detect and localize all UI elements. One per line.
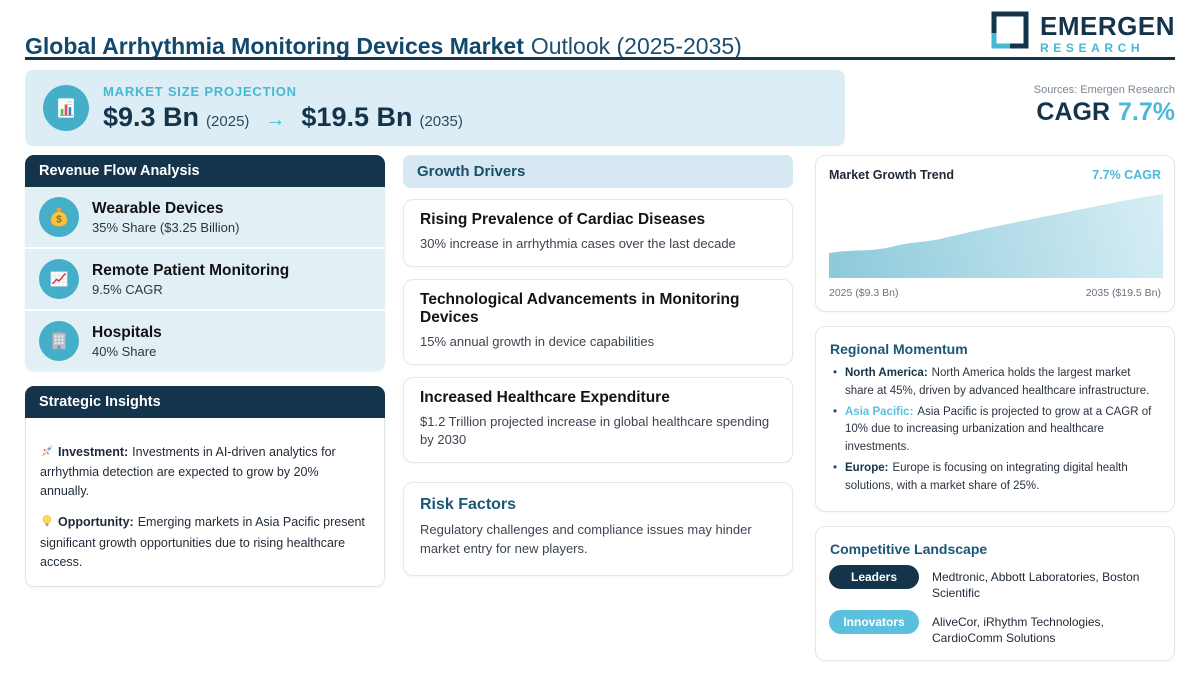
flow-item-title: Hospitals bbox=[92, 323, 162, 341]
flow-copy: Wearable Devices 35% Share ($3.25 Billio… bbox=[92, 200, 239, 235]
revenue-flow-header: Revenue Flow Analysis bbox=[25, 155, 385, 187]
page-title-regular: Outlook (2025-2035) bbox=[530, 33, 742, 60]
emergen-logo: EMERGEN RESEARCH bbox=[988, 9, 1175, 58]
area-chart bbox=[829, 190, 1163, 283]
page-title: Global Arrhythmia Monitoring Devices Mar… bbox=[25, 33, 742, 60]
driver-text: 30% increase in arrhythmia cases over th… bbox=[420, 235, 736, 251]
risk-factors-title: Risk Factors bbox=[420, 496, 517, 514]
year-2025: (2025) bbox=[206, 112, 250, 130]
flow-item-title: Wearable Devices bbox=[92, 199, 224, 217]
hospital-building-icon bbox=[39, 321, 79, 361]
value-2025: $9.3 Bn bbox=[103, 101, 200, 132]
market-size-text: MARKET SIZE PROJECTION $9.3 Bn (2025) → … bbox=[103, 84, 463, 133]
strategic-insights-body: Investment: Investments in AI-driven anal… bbox=[25, 418, 385, 587]
trend-start-label: 2025 ($9.3 Bn) bbox=[829, 287, 899, 299]
trend-head: Market Growth Trend 7.7% CAGR bbox=[829, 168, 1161, 182]
driver-card-expenditure: Increased Healthcare Expenditure $1.2 Tr… bbox=[403, 377, 793, 464]
chart-increasing-icon bbox=[39, 259, 79, 299]
flow-copy: Hospitals 40% Share bbox=[92, 324, 162, 359]
insight-investment: Investment: Investments in AI-driven anal… bbox=[40, 443, 370, 501]
revenue-flow-panel: Revenue Flow Analysis $ Wearable Devices… bbox=[25, 155, 385, 371]
flow-item-subtitle: 9.5% CAGR bbox=[92, 281, 163, 297]
sources-note: Sources: Emergen Research bbox=[1033, 84, 1175, 96]
regional-momentum-title: Regional Momentum bbox=[830, 341, 968, 357]
list-item: $ Wearable Devices 35% Share ($3.25 Bill… bbox=[25, 187, 385, 247]
logo-square-icon bbox=[988, 9, 1032, 58]
driver-title: Increased Healthcare Expenditure bbox=[420, 389, 670, 407]
regional-momentum-card: Regional Momentum North America:North Am… bbox=[815, 326, 1175, 512]
innovators-badge: Innovators bbox=[829, 610, 919, 635]
bar-chart-icon bbox=[43, 85, 89, 131]
cagr-value: 7.7% bbox=[1118, 98, 1175, 126]
region-label: Europe: bbox=[845, 462, 889, 475]
rocket-icon bbox=[40, 444, 54, 464]
driver-text: 15% annual growth in device capabilities bbox=[420, 333, 655, 349]
page-title-bold: Global Arrhythmia Monitoring Devices Mar… bbox=[25, 33, 524, 60]
region-label: Asia Pacific: bbox=[845, 405, 914, 418]
market-size-label: MARKET SIZE PROJECTION bbox=[103, 83, 297, 99]
market-growth-trend-card: Market Growth Trend 7.7% CAGR 2025 ($9.3… bbox=[815, 155, 1175, 312]
driver-text: $1.2 Trillion projected increase in glob… bbox=[420, 413, 770, 447]
lightbulb-icon bbox=[40, 514, 54, 534]
list-item: Asia Pacific:Asia Pacific is projected t… bbox=[831, 404, 1159, 457]
market-size-values: $9.3 Bn (2025) → $19.5 Bn (2035) bbox=[103, 102, 463, 133]
left-column: Revenue Flow Analysis $ Wearable Devices… bbox=[25, 155, 385, 602]
risk-factors-text: Regulatory challenges and compliance iss… bbox=[420, 522, 752, 556]
driver-card-cardiac: Rising Prevalence of Cardiac Diseases 30… bbox=[403, 199, 793, 267]
driver-title: Technological Advancements in Monitoring… bbox=[420, 290, 740, 327]
leaders-badge: Leaders bbox=[829, 564, 919, 589]
insight-label: Investment: bbox=[58, 444, 129, 459]
money-bag-icon: $ bbox=[39, 197, 79, 237]
driver-card-technology: Technological Advancements in Monitoring… bbox=[403, 278, 793, 366]
competitive-landscape-title: Competitive Landscape bbox=[830, 540, 988, 557]
title-divider bbox=[25, 57, 1175, 60]
cagr-block: Sources: Emergen Research CAGR 7.7% bbox=[1034, 84, 1175, 127]
logo-wordmark: EMERGEN RESEARCH bbox=[1040, 13, 1175, 54]
svg-text:$: $ bbox=[56, 215, 62, 226]
list-item: North America:North America holds the la… bbox=[831, 365, 1159, 401]
leaders-companies: Medtronic, Abbott Laboratories, Boston S… bbox=[932, 569, 1140, 600]
insight-text: Emerging markets in Asia Pacific present… bbox=[40, 515, 365, 569]
market-size-banner: MARKET SIZE PROJECTION $9.3 Bn (2025) → … bbox=[25, 70, 845, 146]
list-item: Leaders Medtronic, Abbott Laboratories, … bbox=[829, 564, 1161, 601]
logo-line2: RESEARCH bbox=[1040, 41, 1145, 55]
cagr-label: CAGR bbox=[1036, 98, 1111, 126]
region-text: Asia Pacific is projected to grow at a C… bbox=[845, 405, 1152, 454]
list-item: Innovators AliveCor, iRhythm Technologie… bbox=[829, 610, 1161, 646]
trend-cagr: 7.7% CAGR bbox=[1092, 168, 1161, 182]
logo-line1: EMERGEN bbox=[1040, 11, 1175, 41]
growth-drivers-header: Growth Drivers bbox=[403, 155, 793, 188]
list-item: Hospitals 40% Share bbox=[25, 311, 385, 371]
flow-item-title: Remote Patient Monitoring bbox=[92, 261, 290, 279]
insight-label: Opportunity: bbox=[58, 515, 134, 530]
flow-item-subtitle: 35% Share ($3.25 Billion) bbox=[92, 219, 240, 235]
list-item: Europe:Europe is focusing on integrating… bbox=[831, 460, 1159, 496]
revenue-flow-rows: $ Wearable Devices 35% Share ($3.25 Bill… bbox=[25, 187, 385, 371]
list-item: Remote Patient Monitoring 9.5% CAGR bbox=[25, 249, 385, 309]
flow-copy: Remote Patient Monitoring 9.5% CAGR bbox=[92, 262, 289, 297]
trend-title: Market Growth Trend bbox=[829, 168, 955, 182]
risk-factors-card: Risk Factors Regulatory challenges and c… bbox=[403, 482, 793, 576]
competitive-landscape-card: Competitive Landscape Leaders Medtronic,… bbox=[815, 525, 1175, 662]
regional-momentum-list: North America:North America holds the la… bbox=[829, 365, 1161, 496]
trend-end-label: 2035 ($19.5 Bn) bbox=[1085, 287, 1161, 299]
strategic-insights-header: Strategic Insights bbox=[25, 386, 385, 418]
innovators-companies: AliveCor, iRhythm Technologies, CardioCo… bbox=[932, 615, 1104, 646]
flow-item-subtitle: 40% Share bbox=[92, 343, 157, 359]
strategic-insights-panel: Strategic Insights Investment: Investment… bbox=[25, 386, 385, 587]
insight-opportunity: Opportunity: Emerging markets in Asia Pac… bbox=[40, 513, 370, 571]
region-text: Europe is focusing on integrating digita… bbox=[845, 462, 1128, 492]
region-text: North America holds the largest market s… bbox=[845, 367, 1150, 397]
driver-title: Rising Prevalence of Cardiac Diseases bbox=[420, 211, 706, 228]
year-2035: (2035) bbox=[419, 112, 463, 130]
right-column: Market Growth Trend 7.7% CAGR 2025 ($9.3… bbox=[815, 155, 1175, 675]
value-2035: $19.5 Bn bbox=[301, 101, 413, 132]
trend-axis-labels: 2025 ($9.3 Bn) 2035 ($19.5 Bn) bbox=[829, 287, 1161, 299]
insight-text: Investments in AI-driven analytics for a… bbox=[40, 444, 336, 499]
region-label: North America: bbox=[845, 367, 928, 379]
cagr-line: CAGR 7.7% bbox=[1034, 98, 1175, 127]
arrow-right-icon: → bbox=[265, 108, 286, 131]
middle-column: Growth Drivers Rising Prevalence of Card… bbox=[403, 155, 793, 576]
